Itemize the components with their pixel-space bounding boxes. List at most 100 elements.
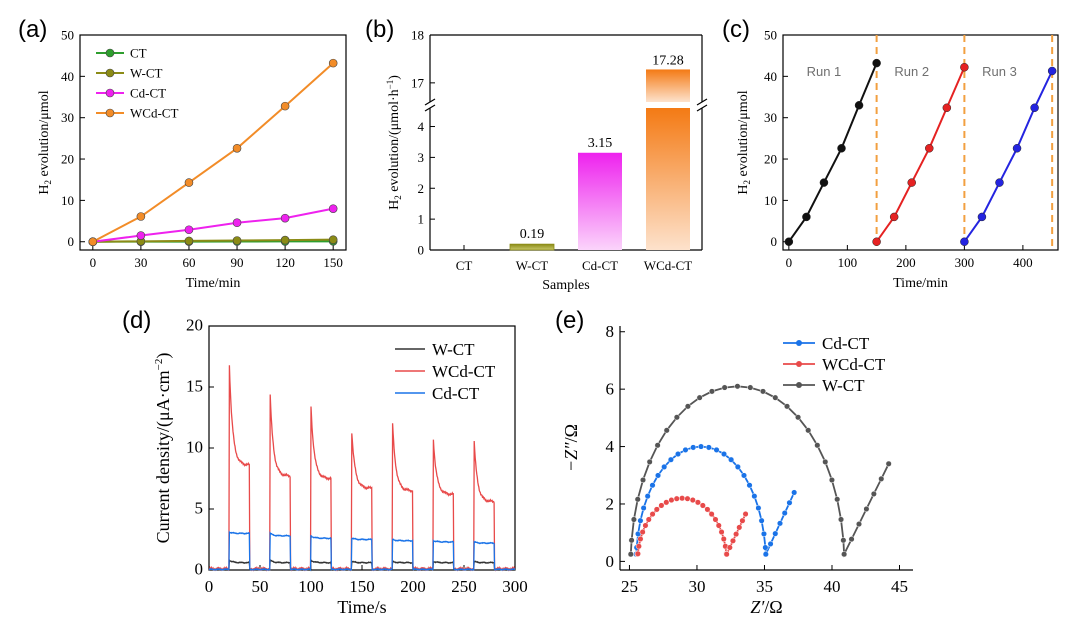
x-tick-c-label: 300 xyxy=(955,255,975,270)
data-point-W-CT xyxy=(783,403,791,410)
data-point-WCd-CT xyxy=(653,506,660,513)
data-point-WCd-CT xyxy=(184,178,194,187)
series-line-Cd-CT xyxy=(92,207,334,243)
data-point-W-CT xyxy=(855,521,863,528)
y-tick-lower-b-label: 3 xyxy=(418,150,425,165)
legend-marker-Cd-CT xyxy=(796,340,802,346)
x-tick-label-b: W-CT xyxy=(516,258,549,273)
y-tick-c-label: 30 xyxy=(764,110,777,125)
data-point-WCd-CT xyxy=(720,535,727,543)
data-point-WCd-CT xyxy=(280,101,290,111)
data-point-W-CT xyxy=(328,235,338,244)
series-line-W-CT xyxy=(629,385,890,558)
data-point-W-CT xyxy=(840,537,847,544)
y-tick-label-e: 0 xyxy=(606,552,615,571)
x-tick-c-label: 0 xyxy=(786,255,793,270)
data-point-W-CT xyxy=(870,490,877,497)
x-axis-title-d: Time/s xyxy=(337,597,386,617)
panel-label-e: (e) xyxy=(555,307,584,334)
y-tick-c-label: 20 xyxy=(764,152,777,167)
data-point-run-3 xyxy=(1012,144,1022,153)
data-point-Cd-CT xyxy=(746,482,753,489)
x-tick-d-label: 0 xyxy=(205,577,214,596)
data-point-Cd-CT xyxy=(720,450,728,458)
data-point-WCd-CT xyxy=(658,502,665,509)
data-point-Cd-CT xyxy=(740,472,748,479)
data-point-WCd-CT xyxy=(712,516,719,523)
y-tick-label-e: 6 xyxy=(606,380,615,399)
data-point-Cd-CT xyxy=(328,204,338,213)
data-point-WCd-CT xyxy=(635,543,642,550)
data-point-WCd-CT xyxy=(733,531,740,538)
data-point-WCd-CT xyxy=(723,551,730,558)
legend-marker-Cd-CT xyxy=(105,88,115,98)
data-point-Cd-CT xyxy=(637,517,644,524)
data-point-WCd-CT xyxy=(718,528,725,536)
chart-e: 25 30 35 40 45 0 2 4 6 8 Z′/Ω −Z″/Ω Cd-CT WCd-CT W-CT xyxy=(561,322,913,617)
data-point-Cd-CT xyxy=(758,517,765,524)
data-point-Cd-CT xyxy=(674,450,682,458)
data-point-W-CT xyxy=(639,476,647,484)
bar-W-CT xyxy=(509,243,555,251)
data-point-WCd-CT xyxy=(328,58,338,68)
x-tick-label-e: 40 xyxy=(823,577,840,596)
data-point-W-CT xyxy=(628,537,635,544)
y-tick-label-e: 8 xyxy=(606,322,615,341)
x-tick-a-label: 90 xyxy=(231,255,244,270)
y-tick-upper-b-label: 17 xyxy=(411,75,425,90)
data-point-run-3 xyxy=(1047,66,1057,76)
series-line-Cd-CT xyxy=(635,445,796,555)
x-tick-d-label: 150 xyxy=(349,577,375,596)
legend-marker-CT xyxy=(105,48,115,58)
data-point-W-CT xyxy=(627,551,634,558)
axis-break-mark-b xyxy=(424,104,436,112)
data-point-WCd-CT xyxy=(637,535,644,543)
data-point-run-3 xyxy=(977,212,987,222)
data-point-run-2 xyxy=(942,103,952,113)
data-point-WCd-CT xyxy=(684,495,691,502)
data-point-WCd-CT xyxy=(642,522,649,529)
data-point-run-1 xyxy=(819,178,829,187)
y-tick-d-label: 5 xyxy=(195,499,204,518)
legend-label-WCd-CT: WCd-CT xyxy=(822,355,886,374)
data-point-WCd-CT xyxy=(645,516,652,523)
bar-Cd-CT xyxy=(578,152,622,250)
legend-label-WCd-CT: WCd-CT xyxy=(130,106,178,121)
y-tick-label-e: 2 xyxy=(606,494,615,513)
data-point-run-1 xyxy=(837,144,846,153)
data-point-Cd-CT xyxy=(728,456,735,463)
data-point-WCd-CT xyxy=(668,497,675,504)
y-axis-title-a: H2 evolution/μmol xyxy=(37,90,53,194)
legend-marker-WCd-CT xyxy=(796,361,802,367)
x-axis-title-c: Time/min xyxy=(893,276,948,291)
panel-label-d: (d) xyxy=(122,307,151,334)
data-point-run-2 xyxy=(907,178,916,187)
y-tick-a-label: 30 xyxy=(61,110,74,125)
y-tick-label-e: 4 xyxy=(606,437,615,456)
data-point-W-CT xyxy=(734,383,741,390)
series-line-W-CT xyxy=(92,238,334,243)
series-line-run-3 xyxy=(963,70,1054,243)
data-point-run-2 xyxy=(872,237,881,246)
run-label-3: Run 3 xyxy=(982,64,1017,79)
chart-c: 0 100 200 300 400 0 10 20 30 40 50 Time/min H2 evolu… xyxy=(736,28,1059,291)
x-tick-c-label: 400 xyxy=(1013,255,1033,270)
panel-label-c: (c) xyxy=(722,16,750,43)
data-point-run-2 xyxy=(889,212,899,222)
x-tick-d-label: 300 xyxy=(502,577,528,596)
data-point-run-1 xyxy=(854,101,864,110)
data-point-Cd-CT xyxy=(644,493,651,500)
y-axis-title-b: H2 evolution/(μmol·h−1) xyxy=(385,75,403,210)
data-point-W-CT xyxy=(885,460,892,467)
x-tick-c-label: 100 xyxy=(838,255,858,270)
data-point-Cd-CT xyxy=(776,520,784,527)
data-point-Cd-CT xyxy=(682,446,689,453)
data-point-WCd-CT xyxy=(679,495,686,502)
x-tick-label-e: 35 xyxy=(756,577,773,596)
data-point-run-3 xyxy=(995,178,1004,187)
y-tick-c-label: 10 xyxy=(764,193,777,208)
y-axis-title-d: Current density/(μA·cm−2) xyxy=(153,353,174,544)
data-point-WCd-CT xyxy=(726,544,733,551)
data-point-WCd-CT xyxy=(736,524,743,531)
